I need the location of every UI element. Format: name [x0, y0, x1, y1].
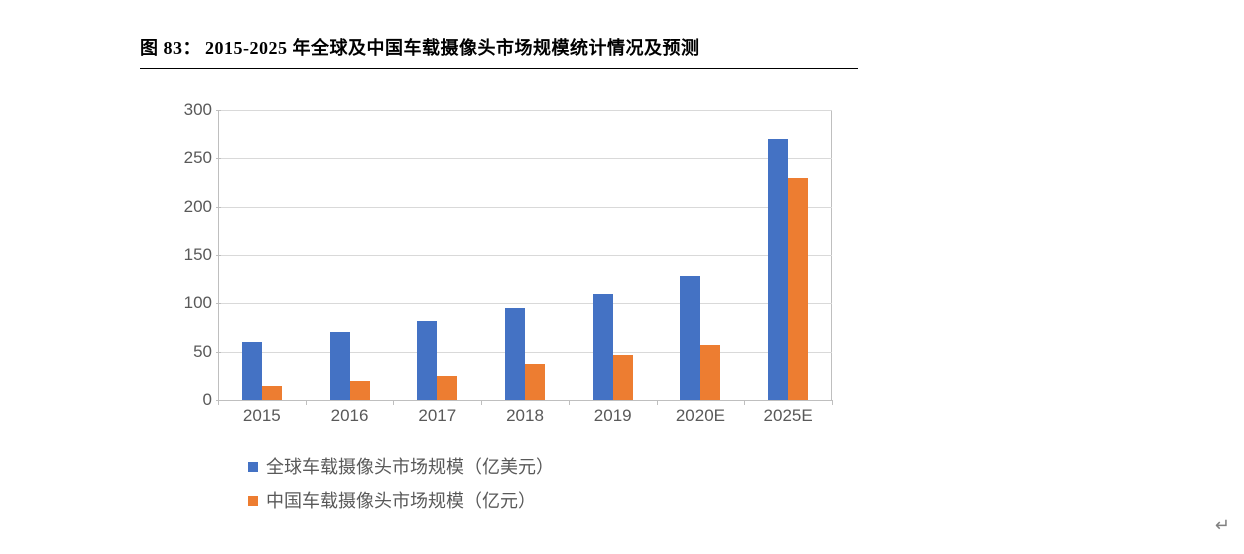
x-tick-label: 2020E — [660, 406, 740, 426]
legend-swatch-icon — [248, 462, 258, 472]
y-tick-label: 250 — [152, 148, 212, 168]
bar-series-0 — [330, 332, 350, 400]
y-tick-label: 0 — [152, 390, 212, 410]
x-tick-label: 2025E — [748, 406, 828, 426]
bar-series-1 — [437, 376, 457, 400]
x-tick-label: 2019 — [573, 406, 653, 426]
bar-chart: 0 50 100 150 200 250 300 2015 2016 2017 2018 2019 20… — [140, 90, 860, 450]
y-tick-label: 50 — [152, 342, 212, 362]
legend-label: 中国车载摄像头市场规模（亿元） — [266, 484, 536, 518]
bar-series-0 — [593, 294, 613, 400]
figure-caption: 图 83： 2015-2025 年全球及中国车载摄像头市场规模统计情况及预测 — [140, 34, 858, 69]
bar-series-1 — [788, 178, 808, 400]
plot-area: 0501001502002503002015201620172018201920… — [218, 110, 832, 400]
legend-item-global: 全球车载摄像头市场规模（亿美元） — [248, 450, 554, 484]
paragraph-mark-icon: ↵ — [1215, 515, 1230, 536]
bar-series-0 — [680, 276, 700, 400]
bar-series-1 — [350, 381, 370, 400]
figure-number: 图 83： — [140, 38, 201, 58]
x-tick-label: 2017 — [397, 406, 477, 426]
figure-title: 2015-2025 年全球及中国车载摄像头市场规模统计情况及预测 — [205, 38, 700, 58]
y-tick-label: 300 — [152, 100, 212, 120]
bar-series-1 — [262, 386, 282, 400]
x-tick-label: 2015 — [222, 406, 302, 426]
bar-series-1 — [700, 345, 720, 400]
bar-series-0 — [505, 308, 525, 400]
legend-label: 全球车载摄像头市场规模（亿美元） — [266, 450, 554, 484]
y-tick-label: 100 — [152, 293, 212, 313]
legend-swatch-icon — [248, 496, 258, 506]
y-tick-label: 200 — [152, 197, 212, 217]
bar-series-0 — [417, 321, 437, 400]
x-tick-label: 2016 — [310, 406, 390, 426]
bar-series-0 — [242, 342, 262, 400]
bar-series-0 — [768, 139, 788, 400]
bar-series-1 — [525, 364, 545, 400]
x-tick-label: 2018 — [485, 406, 565, 426]
legend: 全球车载摄像头市场规模（亿美元） 中国车载摄像头市场规模（亿元） — [248, 450, 554, 518]
y-tick-label: 150 — [152, 245, 212, 265]
legend-item-china: 中国车载摄像头市场规模（亿元） — [248, 484, 554, 518]
bar-series-1 — [613, 355, 633, 400]
